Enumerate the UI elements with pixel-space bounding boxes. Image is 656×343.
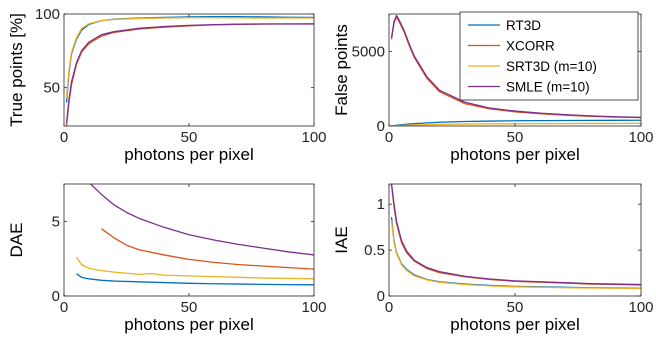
chart-panel-bottom-left: 0 50 100 0 5 photons per pixel DAE	[7, 183, 327, 334]
chart-panel-bottom-right: 0 50 100 0 0.5 1 photons per pixel IAE	[332, 184, 654, 334]
x-tick-label: 50	[507, 129, 524, 146]
legend-label-rt3d: RT3D	[506, 18, 541, 33]
x-tick-label: 100	[301, 129, 326, 146]
x-tick-label: 50	[181, 299, 198, 316]
y-axis-label: IAE	[332, 226, 351, 253]
plot-area	[64, 184, 314, 296]
x-axis-label: photons per pixel	[450, 145, 579, 164]
y-tick-label: 0	[377, 288, 385, 305]
y-axis-label: True points [%]	[7, 13, 26, 127]
y-tick-label: 100	[35, 6, 60, 23]
x-tick-label: 100	[628, 299, 653, 316]
legend-label-smle-m-10: SMLE (m=10)	[506, 80, 590, 95]
y-tick-label: 0	[52, 288, 60, 305]
y-tick-label: 1	[377, 196, 385, 213]
legend-label-srt3d-m-10: SRT3D (m=10)	[506, 59, 597, 74]
y-tick-label: 5000	[352, 43, 385, 60]
x-tick-label: 50	[181, 129, 198, 146]
x-tick-label: 0	[60, 129, 68, 146]
chart-panel-top-left: 0 50 100 50 100 photons per pixel True points …	[7, 6, 327, 164]
x-tick-label: 0	[60, 299, 68, 316]
x-axis-label: photons per pixel	[124, 315, 253, 334]
x-axis-label: photons per pixel	[124, 145, 253, 164]
y-tick-label: 50	[43, 80, 60, 97]
x-tick-label: 0	[385, 299, 393, 316]
y-axis-label: DAE	[7, 223, 26, 258]
y-tick-label: 5	[52, 213, 60, 230]
x-tick-label: 100	[628, 129, 653, 146]
x-tick-label: 50	[507, 299, 524, 316]
y-axis-label: False points	[332, 24, 351, 116]
legend-label-xcorr: XCORR	[506, 39, 555, 54]
chart-panel-top-right: 0 50 100 0 5000 photons per pixel False points…	[332, 12, 654, 164]
y-tick-label: 0	[377, 118, 385, 135]
x-axis-label: photons per pixel	[450, 315, 579, 334]
legend: RT3D XCORR SRT3D (m=10) SMLE (m=10)	[460, 12, 638, 100]
x-tick-label: 100	[301, 299, 326, 316]
plot-area	[64, 14, 314, 126]
y-tick-label: 0.5	[364, 242, 385, 259]
x-tick-label: 0	[385, 129, 393, 146]
